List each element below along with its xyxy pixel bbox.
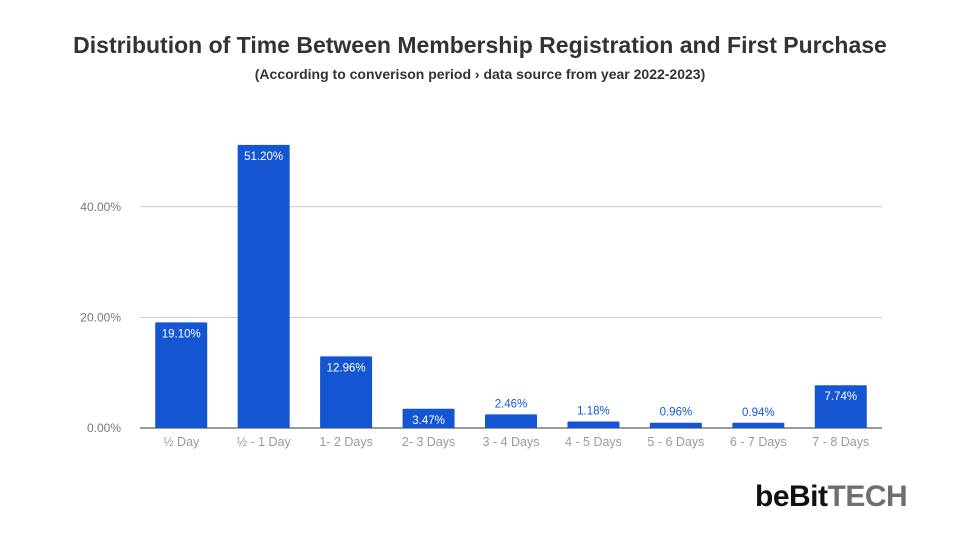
bar: [402, 408, 455, 428]
bar-data-label: 19.10%: [162, 328, 201, 340]
bar-data-label: 7.74%: [824, 391, 857, 403]
x-tick-label: 1- 2 Days: [319, 435, 373, 449]
bar-data-label: 12.96%: [327, 362, 366, 374]
x-tick-label: 4 - 5 Days: [565, 435, 622, 449]
bar: [155, 322, 208, 428]
bar: [485, 414, 537, 428]
bar-data-label: 51.20%: [244, 151, 283, 163]
x-tick-label: 2- 3 Days: [402, 435, 456, 449]
bar-data-label: 0.94%: [742, 407, 775, 419]
bar: [649, 422, 702, 428]
bar-data-label: 1.18%: [577, 405, 610, 417]
brand-logo-part1: beBit: [755, 480, 828, 513]
chart-subtitle: (According to converison period › data s…: [254, 66, 706, 82]
x-tick-label: ½ Day: [163, 435, 200, 449]
x-tick-label: 3 - 4 Days: [483, 435, 540, 449]
bar-data-label: 0.96%: [660, 407, 693, 419]
brand-logo-part2: TECH: [827, 480, 908, 513]
brand-logo: beBitTECH: [755, 480, 908, 514]
chart-title: Distribution of Time Between Membership …: [73, 32, 887, 58]
y-tick-label: 0.00%: [87, 421, 121, 435]
x-tick-label: 6 - 7 Days: [730, 435, 787, 449]
y-tick-label: 20.00%: [80, 310, 121, 324]
x-tick-label: 5 - 6 Days: [647, 435, 704, 449]
y-tick-label: 40.00%: [80, 200, 121, 214]
x-tick-label: ½ - 1 Day: [237, 435, 292, 449]
bar: [814, 385, 867, 428]
x-tick-label: 7 - 8 Days: [812, 435, 869, 449]
bar: [567, 421, 620, 428]
bar: [732, 422, 785, 428]
bar: [237, 144, 290, 428]
bar: [320, 356, 373, 428]
bar-data-label: 2.46%: [495, 398, 528, 410]
bar-data-label: 3.47%: [412, 415, 445, 427]
